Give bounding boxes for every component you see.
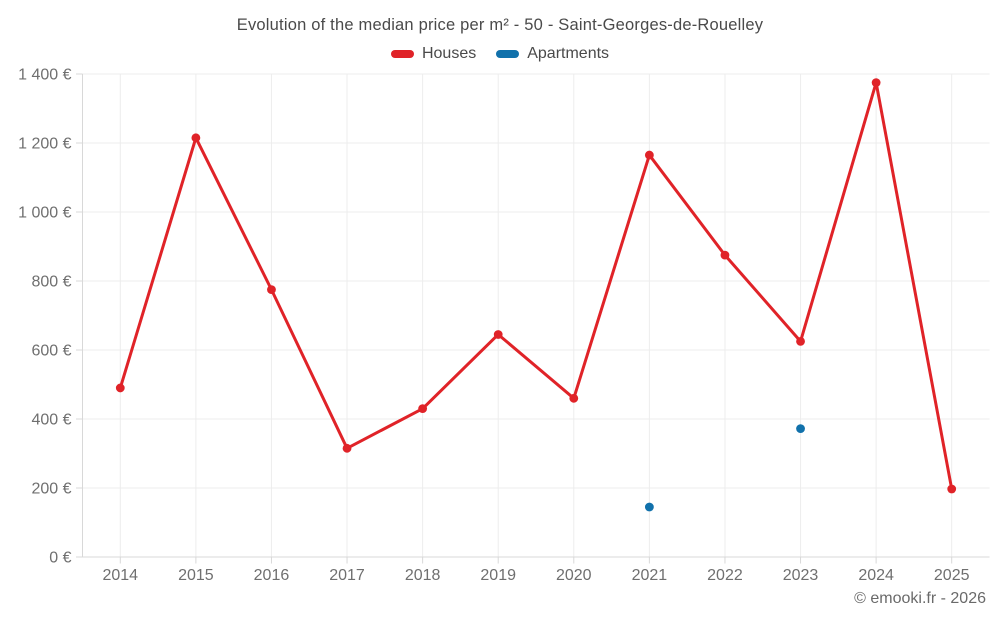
x-tick-label: 2018: [405, 567, 441, 584]
legend-label-apartments: Apartments: [527, 45, 610, 62]
chart-title: Evolution of the median price per m² - 5…: [236, 16, 764, 34]
legend-item-apartments[interactable]: Apartments: [496, 45, 609, 63]
data-point-houses-2021[interactable]: [644, 150, 654, 160]
data-point-houses-2023[interactable]: [796, 336, 805, 346]
x-tick-label: 2021: [632, 567, 668, 584]
x-tick-label: 2024: [858, 567, 894, 584]
data-point-houses-2019[interactable]: [493, 330, 503, 339]
x-tick-label: 2020: [556, 567, 592, 584]
y-tick-label: 600 €: [31, 343, 71, 360]
data-point-apartments-2023[interactable]: [796, 424, 805, 434]
data-point-apartments-2021[interactable]: [644, 502, 654, 512]
data-point-houses-2025[interactable]: [947, 484, 957, 494]
y-tick-label: 0 €: [49, 550, 71, 567]
y-tick-label: 1 400 €: [18, 67, 71, 84]
data-point-houses-2020[interactable]: [569, 393, 579, 403]
data-point-houses-2017[interactable]: [342, 443, 352, 453]
y-tick-label: 200 €: [31, 481, 71, 498]
x-tick-label: 2023: [783, 567, 819, 584]
x-tick-label: 2019: [480, 567, 516, 584]
y-tick-label: 1 200 €: [18, 136, 71, 153]
data-point-houses-2015[interactable]: [191, 133, 201, 143]
data-point-houses-2018[interactable]: [418, 404, 428, 414]
x-tick-label: 2016: [254, 567, 290, 584]
legend: Houses Apartments: [0, 45, 1000, 63]
data-point-houses-2014[interactable]: [115, 383, 125, 393]
data-point-houses-2022[interactable]: [720, 250, 730, 260]
copyright: © emooki.fr - 2026: [854, 590, 986, 607]
x-tick-label: 2015: [178, 567, 214, 584]
legend-item-houses[interactable]: Houses: [390, 45, 477, 63]
x-tick-label: 2017: [329, 567, 365, 584]
x-tick-label: 2025: [934, 567, 970, 584]
y-tick-label: 1 000 €: [18, 205, 71, 222]
x-tick-label: 2014: [102, 567, 138, 584]
y-tick-label: 400 €: [31, 412, 71, 429]
y-tick-label: 800 €: [31, 274, 71, 291]
x-tick-label: 2022: [707, 567, 743, 584]
data-point-houses-2016[interactable]: [267, 285, 276, 295]
legend-swatch-houses-icon: [390, 50, 414, 58]
legend-swatch-apartments-icon: [496, 50, 520, 58]
series-line-houses: [118, 81, 954, 490]
legend-label-houses: Houses: [421, 45, 477, 62]
data-point-houses-2024[interactable]: [871, 78, 881, 88]
